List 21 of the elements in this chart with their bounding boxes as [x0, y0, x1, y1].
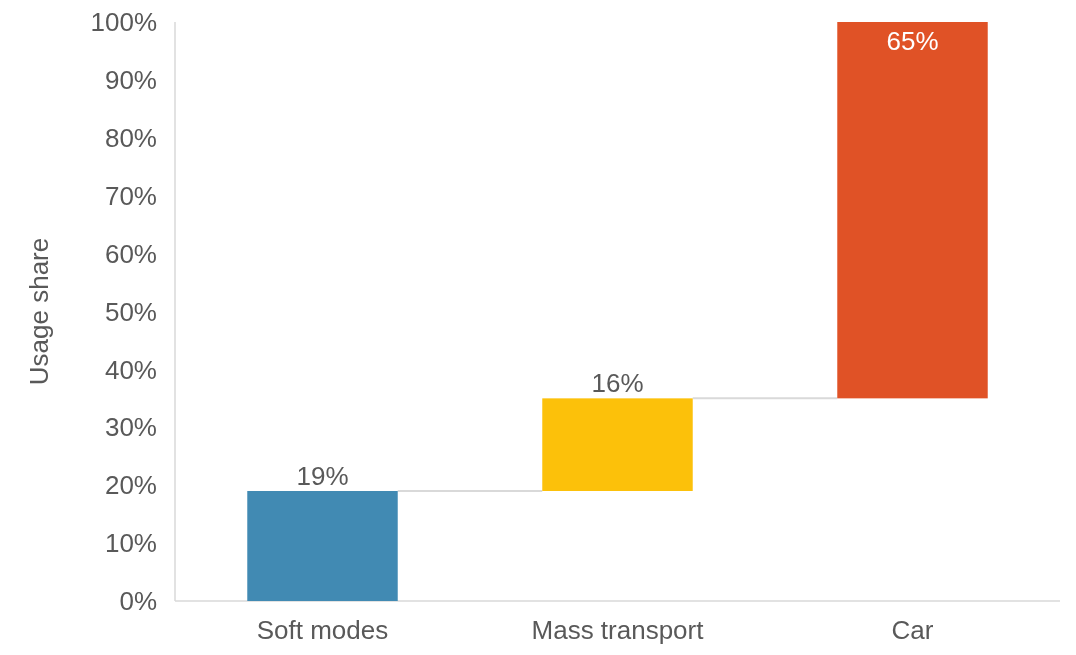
y-tick-label: 20%: [104, 470, 157, 501]
bar: [542, 398, 693, 491]
y-tick-label: 0%: [119, 586, 157, 617]
bar: [837, 22, 988, 399]
y-tick-label: 90%: [104, 65, 157, 95]
y-tick-label: 70%: [104, 180, 157, 211]
y-tick-label: 80%: [104, 122, 157, 153]
y-tick-label: 60%: [104, 238, 157, 269]
x-tick-label: Mass transport: [531, 615, 705, 645]
y-tick-label: 40%: [104, 354, 157, 385]
bar: [247, 490, 398, 601]
data-label: 19%: [296, 460, 349, 491]
y-axis-title: Usage share: [24, 237, 54, 386]
y-tick-label: 50%: [104, 296, 157, 327]
x-tick-label: Soft modes: [256, 615, 389, 645]
data-label: 65%: [886, 26, 939, 56]
data-label: 16%: [591, 368, 644, 399]
y-tick-label: 30%: [104, 412, 157, 443]
x-tick-label: Car: [891, 615, 934, 645]
y-tick-label: 100%: [90, 7, 157, 38]
y-tick-label: 10%: [104, 528, 157, 559]
